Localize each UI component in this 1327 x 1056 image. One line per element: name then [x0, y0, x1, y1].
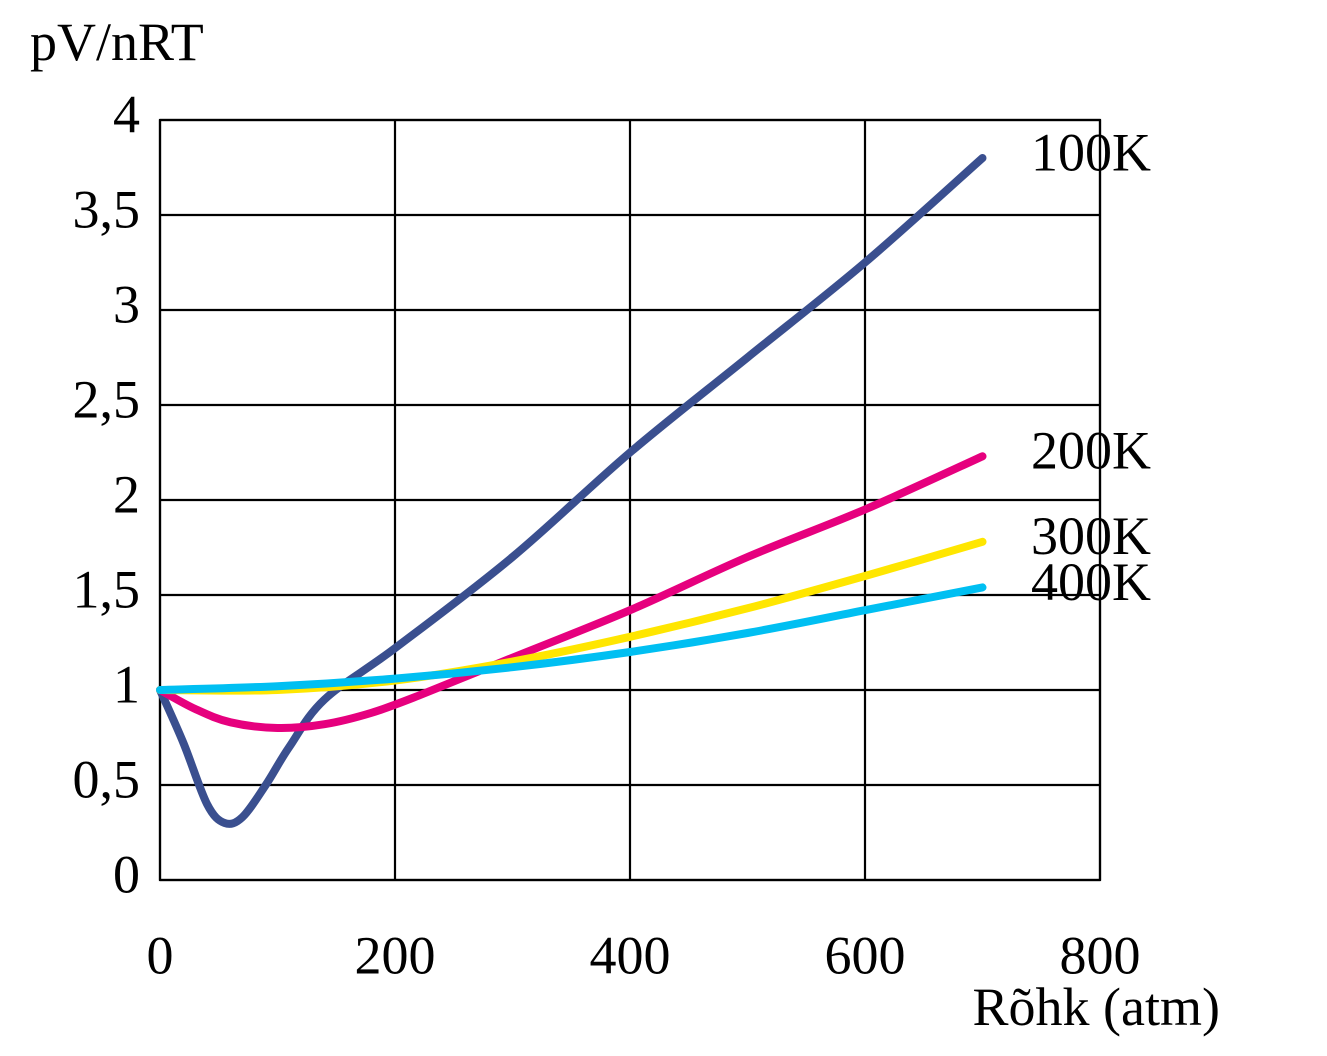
x-axis-title: Rõhk (atm) — [973, 977, 1220, 1037]
y-tick-label: 0,5 — [73, 749, 141, 809]
y-tick-label: 1,5 — [73, 559, 141, 619]
y-tick-label: 3,5 — [73, 179, 141, 239]
y-tick-label: 2 — [113, 464, 140, 524]
x-tick-label: 0 — [147, 925, 174, 985]
x-tick-label: 600 — [825, 925, 906, 985]
y-tick-label: 2,5 — [73, 369, 141, 429]
series-label-400K: 400K — [1031, 552, 1151, 612]
y-tick-label: 1 — [113, 654, 140, 714]
y-tick-label: 4 — [113, 84, 140, 144]
series-label-100K: 100K — [1031, 122, 1151, 182]
y-tick-label: 3 — [113, 274, 140, 334]
series-label-200K: 200K — [1031, 421, 1151, 481]
x-tick-label: 400 — [590, 925, 671, 985]
x-tick-label: 200 — [355, 925, 436, 985]
compressibility-chart: 100K200K300K400K020040060080000,511,522,… — [0, 0, 1327, 1056]
y-axis-title: pV/nRT — [30, 12, 204, 72]
y-tick-label: 0 — [113, 844, 140, 904]
